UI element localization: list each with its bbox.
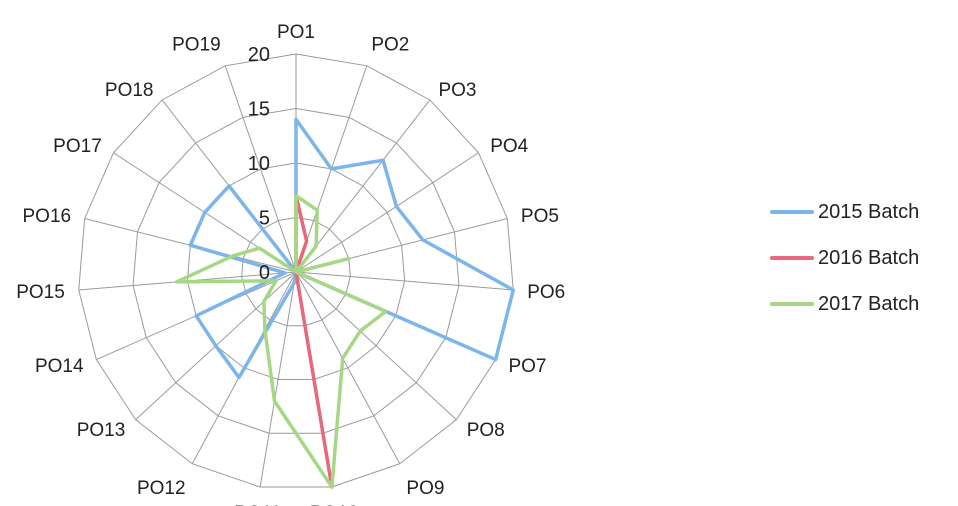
category-label-po13: PO13: [77, 420, 126, 441]
grid-spoke-6: [295, 271, 514, 291]
category-label-po5: PO5: [521, 206, 559, 227]
grid-spoke-9: [295, 271, 401, 464]
legend-item-2015: 2015 Batch: [770, 200, 919, 224]
category-label-po9: PO9: [406, 478, 444, 499]
category-label-po7: PO7: [508, 356, 546, 377]
grid-spoke-3: [295, 99, 431, 273]
category-label-po17: PO17: [53, 136, 102, 157]
category-label-po19: PO19: [172, 35, 221, 56]
category-label-po15: PO15: [16, 282, 65, 303]
legend-item-2016: 2016 Batch: [770, 246, 919, 270]
legend-swatch-2015: [770, 210, 814, 214]
legend-swatch-2016: [770, 256, 814, 260]
radar-labels: 0 5 10 15 20 PO1 PO2 PO3 PO4 PO5 PO6 PO7 PO8 PO9 PO10 P…: [16, 22, 565, 506]
legend-swatch-2017: [770, 302, 814, 306]
series-line-2015-batch: [188, 117, 516, 380]
radial-tick-label: 20: [248, 44, 270, 66]
legend: 2015 Batch 2016 Batch 2017 Batch: [770, 200, 919, 338]
category-label-po10: PO10: [310, 503, 359, 506]
radar-series: [174, 117, 516, 489]
category-label-po2: PO2: [371, 35, 409, 56]
category-label-po11: PO11: [234, 503, 281, 506]
grid-spoke-8: [295, 271, 457, 421]
grid-ring-1: [241, 216, 351, 327]
category-label-po1: PO1: [277, 22, 315, 43]
category-label-po6: PO6: [527, 282, 565, 303]
category-label-po8: PO8: [467, 420, 505, 441]
radial-tick-label: 10: [248, 153, 270, 175]
legend-label-2017: 2017 Batch: [818, 292, 920, 315]
category-label-po3: PO3: [438, 80, 476, 101]
grid-spoke-19: [224, 65, 297, 273]
radial-tick-label: 0: [259, 262, 270, 284]
category-label-po4: PO4: [490, 136, 528, 157]
category-label-po16: PO16: [23, 206, 72, 227]
radial-tick-label: 5: [259, 208, 270, 230]
radial-tick-label: 15: [248, 99, 270, 121]
legend-label-2015: 2015 Batch: [818, 200, 920, 223]
legend-label-2016: 2016 Batch: [818, 246, 920, 269]
category-label-po18: PO18: [105, 80, 154, 101]
grid-spoke-11: [259, 271, 297, 488]
grid-ring-4: [78, 53, 514, 488]
series-line-2017-batch: [174, 193, 388, 489]
category-label-po12: PO12: [137, 478, 186, 499]
category-label-po14: PO14: [35, 356, 84, 377]
grid-spoke-4: [295, 152, 479, 273]
legend-item-2017: 2017 Batch: [770, 292, 919, 316]
